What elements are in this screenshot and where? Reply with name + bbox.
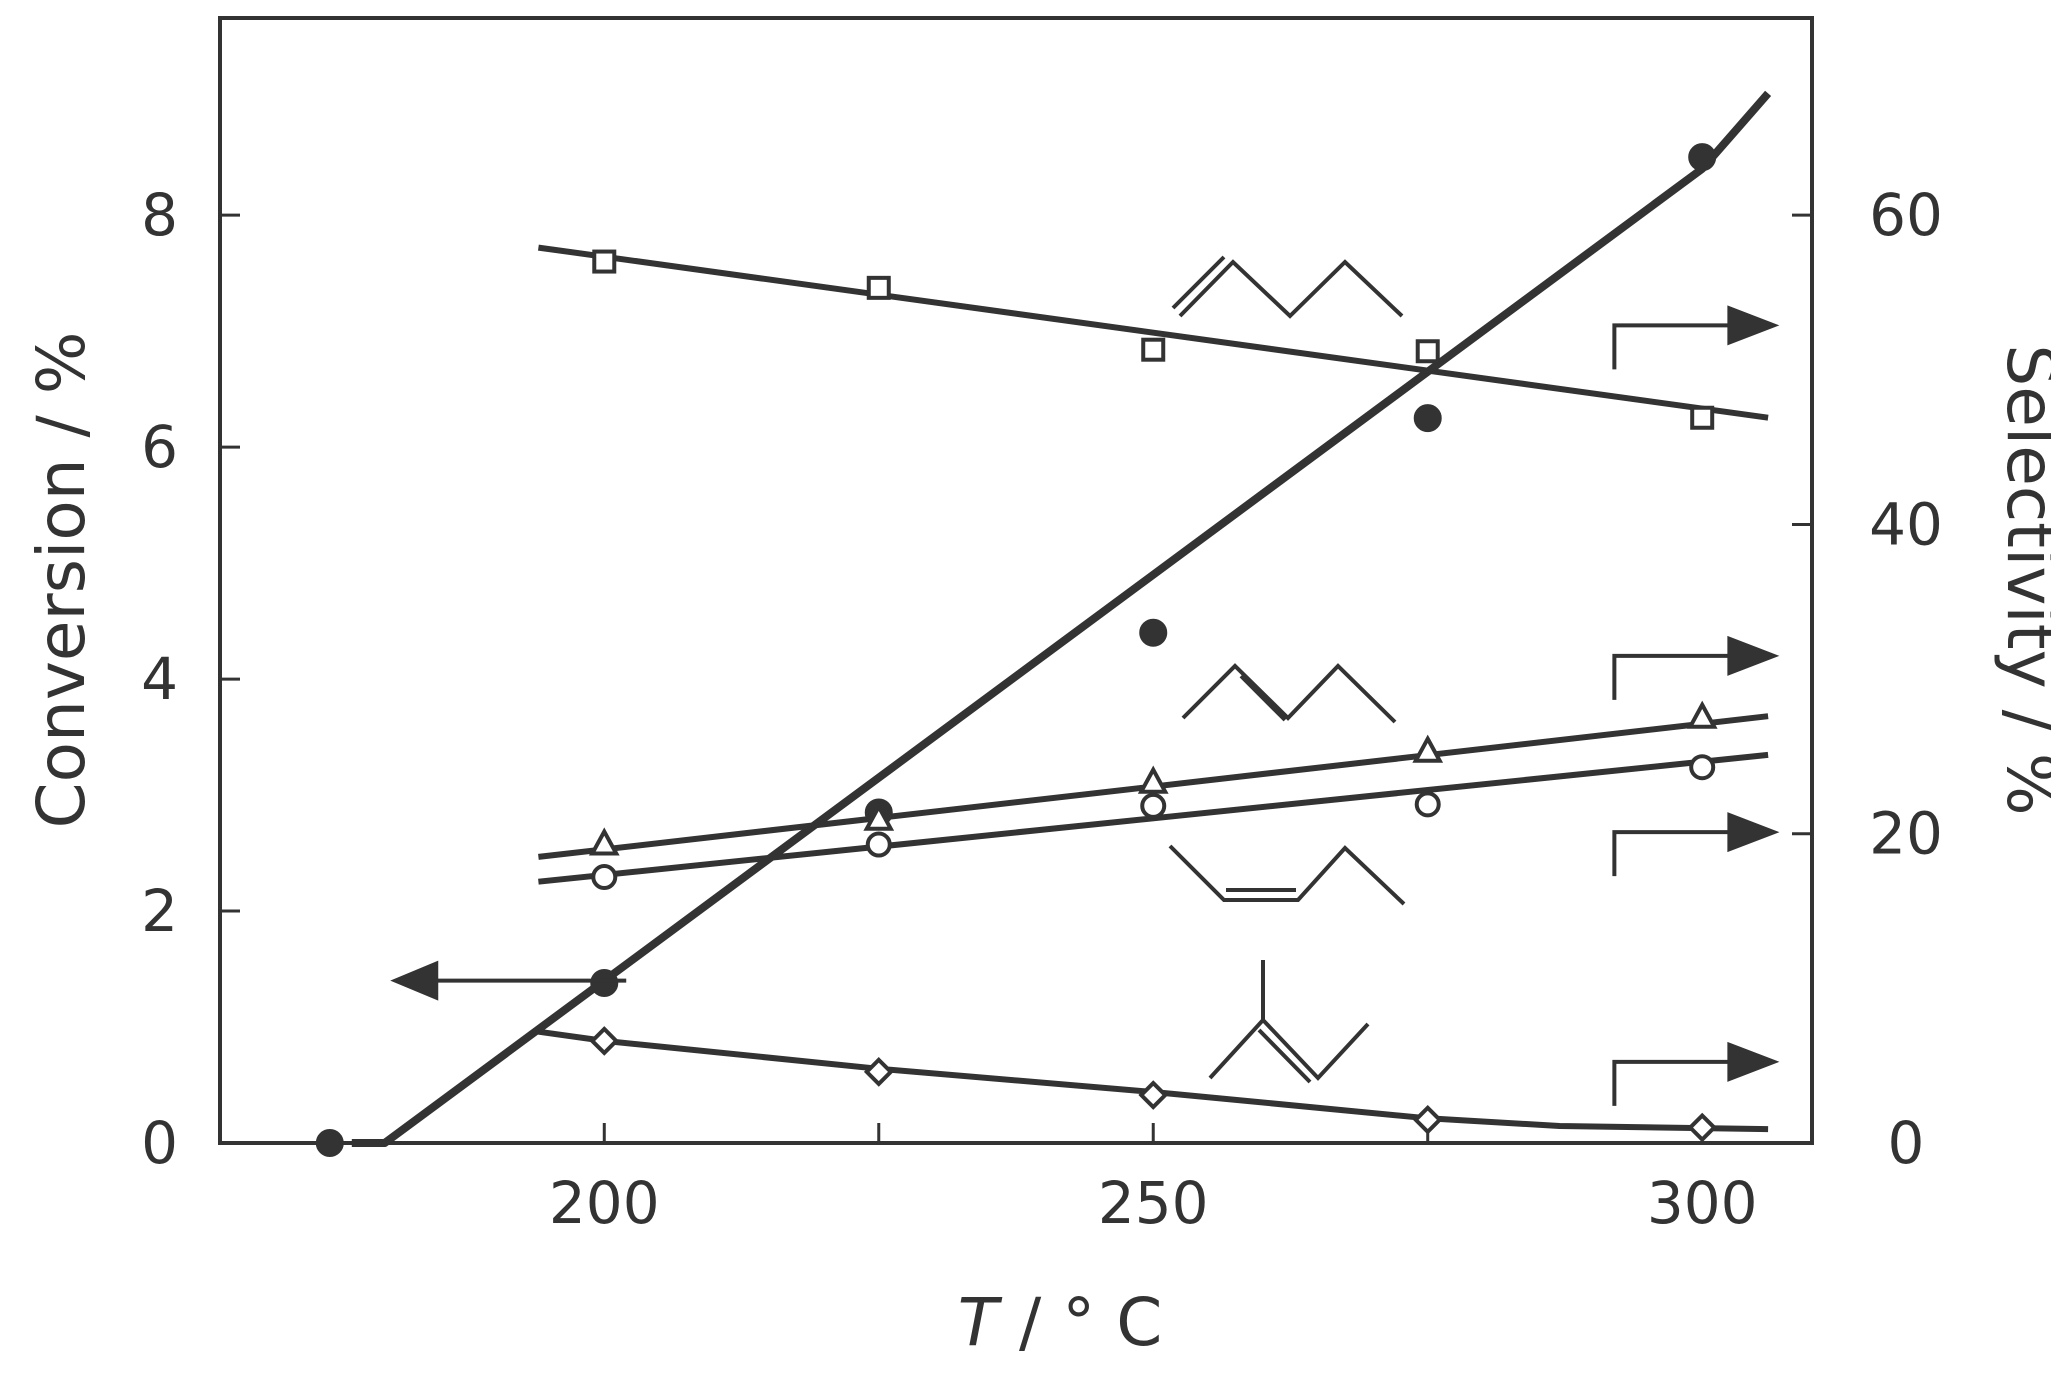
1-butene-fit-line bbox=[537, 244, 1769, 421]
y2-tick-label: 20 bbox=[1869, 800, 1943, 868]
trans-2-butene-point bbox=[588, 827, 620, 856]
isobutene-arrow bbox=[1612, 1041, 1780, 1106]
y-tick-label: 2 bbox=[141, 877, 178, 945]
cis-2-butene-point bbox=[591, 864, 618, 891]
y-tick-label: 6 bbox=[141, 413, 178, 481]
trans-2-butene-point bbox=[1412, 734, 1444, 763]
y-tick-label: 8 bbox=[141, 181, 178, 249]
trans-2-butene-structure-icon bbox=[1181, 663, 1397, 724]
axis-ticks: 200 250 300 0 2 4 6 8 0 20 40 60 bbox=[141, 181, 1943, 1237]
y2-tick-label: 40 bbox=[1869, 490, 1943, 558]
x-tick-label: 250 bbox=[1098, 1169, 1209, 1237]
conversion-point bbox=[590, 968, 619, 997]
1-butene-point bbox=[1415, 339, 1440, 364]
trans-2-butene-arrow bbox=[1612, 635, 1780, 700]
conversion-point bbox=[1413, 404, 1442, 433]
1-butene-arrow bbox=[1612, 305, 1780, 370]
1-butene-point bbox=[1141, 337, 1166, 362]
1-butene-point bbox=[1690, 405, 1715, 430]
y2-tick-label: 0 bbox=[1888, 1109, 1925, 1177]
isobutene-point bbox=[1412, 1104, 1443, 1135]
trans-2-butene-point bbox=[863, 802, 895, 831]
cis-2-butene-point bbox=[865, 831, 892, 858]
y-tick-label: 0 bbox=[141, 1109, 178, 1177]
trans-2-butene-point bbox=[1137, 765, 1169, 794]
isobutene-point bbox=[589, 1026, 620, 1056]
y-tick-label: 4 bbox=[141, 645, 178, 713]
cis-2-butene-point bbox=[1140, 792, 1167, 819]
cis-2-butene-structure-icon bbox=[1168, 844, 1406, 906]
isobutene-structure-icon bbox=[1208, 960, 1370, 1084]
trans-2-butene-point bbox=[1686, 700, 1718, 729]
y-axis-title: Conversion / % bbox=[23, 332, 100, 829]
data-markers bbox=[315, 143, 1718, 1157]
conversion-point bbox=[315, 1129, 344, 1157]
conversion-point bbox=[1139, 618, 1168, 647]
isobutene-point bbox=[863, 1057, 894, 1087]
conversion-fit-line bbox=[351, 90, 1772, 1147]
series-arrows bbox=[390, 305, 1780, 1106]
y2-axis-title: Selectivity / % bbox=[1992, 344, 2051, 815]
plot-frame bbox=[218, 16, 1814, 1145]
isobutene-point bbox=[1138, 1080, 1169, 1110]
isobutene-point bbox=[1687, 1112, 1718, 1143]
x-axis-title-unit: / ° C bbox=[998, 1284, 1162, 1361]
fit-lines bbox=[351, 90, 1772, 1147]
x-tick-label: 200 bbox=[549, 1169, 660, 1237]
x-tick-label: 300 bbox=[1647, 1169, 1758, 1237]
x-axis-title: T / ° C bbox=[958, 1284, 1163, 1361]
conversion-point bbox=[1688, 143, 1717, 172]
cis-2-butene-arrow bbox=[1612, 812, 1780, 877]
cis-2-butene-point bbox=[1414, 791, 1441, 818]
1-butene-structure-icon bbox=[1171, 255, 1404, 319]
x-axis-title-symbol: T bbox=[958, 1284, 1003, 1361]
1-butene-point bbox=[592, 249, 617, 274]
1-butene-point bbox=[866, 275, 891, 300]
conversion-arrow bbox=[390, 960, 627, 1001]
y2-tick-label: 60 bbox=[1869, 181, 1943, 249]
cis-2-butene-point bbox=[1689, 754, 1716, 781]
